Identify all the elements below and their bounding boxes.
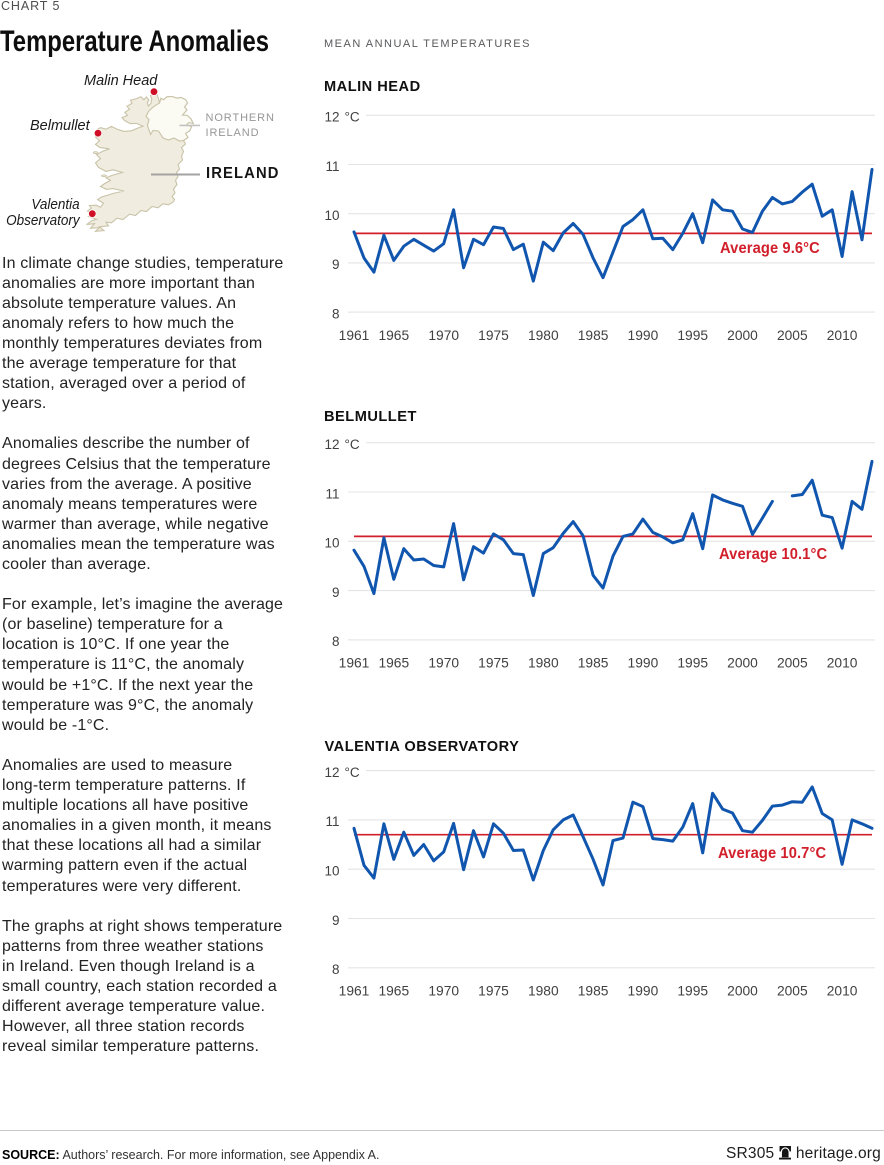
svg-text:12: 12 <box>324 437 339 452</box>
svg-text:1980: 1980 <box>528 328 559 343</box>
svg-text:11: 11 <box>325 159 339 174</box>
svg-text:1965: 1965 <box>378 328 409 343</box>
svg-text:2000: 2000 <box>727 984 758 999</box>
svg-text:1975: 1975 <box>478 984 509 999</box>
svg-text:2005: 2005 <box>777 328 808 343</box>
svg-text:°C: °C <box>345 437 360 452</box>
svg-text:1980: 1980 <box>528 656 559 671</box>
svg-text:12: 12 <box>324 110 339 125</box>
svg-text:2005: 2005 <box>777 984 808 999</box>
svg-text:1985: 1985 <box>578 328 609 343</box>
svg-text:1970: 1970 <box>428 984 459 999</box>
svg-text:1965: 1965 <box>378 656 409 671</box>
svg-text:1995: 1995 <box>677 984 708 999</box>
svg-text:1965: 1965 <box>378 984 409 999</box>
svg-text:1995: 1995 <box>677 656 708 671</box>
svg-text:1990: 1990 <box>628 656 659 671</box>
svg-text:1980: 1980 <box>528 984 559 999</box>
svg-text:10: 10 <box>324 864 339 879</box>
svg-text:9: 9 <box>332 257 340 272</box>
svg-text:2000: 2000 <box>727 328 758 343</box>
svg-text:1961: 1961 <box>339 328 370 343</box>
svg-text:1995: 1995 <box>677 328 708 343</box>
svg-text:2000: 2000 <box>727 656 758 671</box>
svg-text:1961: 1961 <box>339 984 370 999</box>
svg-text:1970: 1970 <box>428 328 459 343</box>
svg-text:1985: 1985 <box>578 656 609 671</box>
svg-text:9: 9 <box>332 585 340 600</box>
svg-text:1985: 1985 <box>578 984 609 999</box>
svg-text:8: 8 <box>332 634 340 649</box>
svg-text:12: 12 <box>324 765 339 780</box>
svg-text:8: 8 <box>332 962 340 977</box>
svg-text:1975: 1975 <box>478 656 509 671</box>
svg-text:1970: 1970 <box>428 656 459 671</box>
svg-text:2010: 2010 <box>827 984 858 999</box>
svg-text:1975: 1975 <box>478 328 509 343</box>
svg-text:9: 9 <box>332 913 340 928</box>
svg-text:2005: 2005 <box>777 656 808 671</box>
svg-text:11: 11 <box>325 486 339 501</box>
svg-text:°C: °C <box>345 110 360 125</box>
svg-text:2010: 2010 <box>827 328 858 343</box>
svg-text:1961: 1961 <box>339 656 370 671</box>
svg-text:11: 11 <box>325 814 339 829</box>
svg-text:°C: °C <box>345 765 360 780</box>
svg-text:1990: 1990 <box>628 984 659 999</box>
svg-text:1990: 1990 <box>628 328 659 343</box>
svg-text:8: 8 <box>332 306 340 321</box>
svg-text:10: 10 <box>324 208 339 223</box>
svg-text:2010: 2010 <box>827 656 858 671</box>
svg-text:10: 10 <box>324 536 339 551</box>
